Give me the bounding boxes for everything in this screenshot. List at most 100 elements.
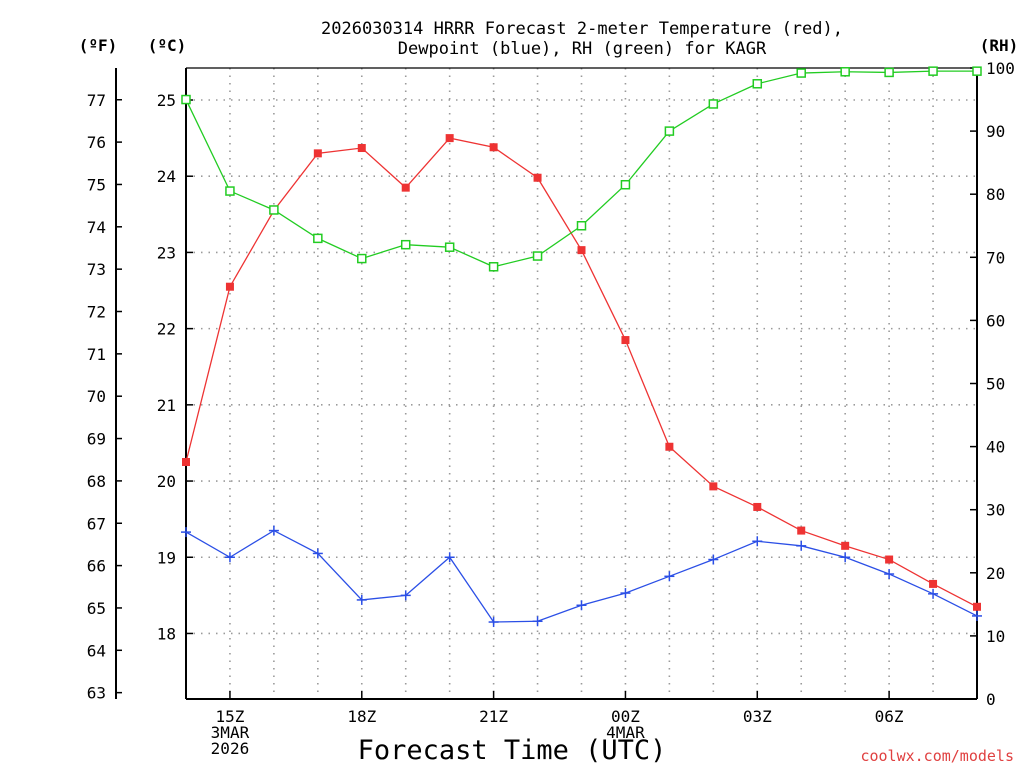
x-tick-label: 4MAR bbox=[606, 723, 645, 742]
celsius-tick-label: 22 bbox=[157, 320, 176, 339]
temperature-point bbox=[621, 336, 630, 345]
rh-point bbox=[884, 67, 894, 78]
rh-tick-label: 90 bbox=[986, 122, 1005, 141]
dewpoint-point bbox=[488, 617, 499, 628]
rh-point bbox=[400, 239, 411, 250]
rh-tick-label: 40 bbox=[986, 438, 1005, 457]
rh-point bbox=[752, 79, 763, 89]
rh-tick-label: 70 bbox=[986, 248, 1005, 267]
temperature-point bbox=[445, 134, 454, 143]
rh-point bbox=[796, 68, 806, 78]
temperature-point bbox=[313, 149, 322, 158]
temperature-point bbox=[973, 602, 981, 611]
rh-point bbox=[532, 251, 543, 261]
x-tick-label: 03Z bbox=[743, 707, 772, 726]
celsius-tick-label: 25 bbox=[157, 91, 176, 110]
rh-point bbox=[313, 233, 323, 244]
dewpoint-point bbox=[356, 594, 367, 605]
celsius-tick-label: 24 bbox=[157, 167, 176, 186]
dewpoint-point bbox=[224, 552, 235, 563]
rh-tick-label: 50 bbox=[986, 375, 1005, 394]
rh-point bbox=[664, 126, 675, 136]
x-tick-label: 18Z bbox=[347, 707, 376, 726]
fahrenheit-tick-label: 77 bbox=[87, 91, 106, 110]
rh-tick-label: 20 bbox=[986, 564, 1005, 583]
rh-point bbox=[181, 94, 191, 105]
celsius-tick-label: 18 bbox=[157, 624, 176, 643]
temperature-point bbox=[665, 442, 674, 451]
rh-point bbox=[488, 262, 499, 272]
dewpoint-point bbox=[532, 616, 543, 627]
rh-point bbox=[840, 67, 850, 77]
fahrenheit-tick-label: 66 bbox=[87, 557, 106, 576]
rh-tick-label: 80 bbox=[986, 185, 1005, 204]
celsius-tick-label: 23 bbox=[157, 243, 176, 262]
celsius-tick-label: 20 bbox=[157, 472, 176, 491]
rh-tick-label: 30 bbox=[986, 501, 1005, 520]
series-line-red bbox=[185, 137, 978, 608]
temperature-point bbox=[357, 144, 366, 153]
dewpoint-point bbox=[620, 588, 631, 599]
temperature-point bbox=[577, 246, 586, 255]
temperature-point bbox=[929, 579, 938, 588]
fahrenheit-tick-label: 67 bbox=[87, 514, 106, 533]
fahrenheit-tick-label: 65 bbox=[87, 599, 106, 618]
rh-point bbox=[444, 242, 455, 252]
celsius-tick-label: 19 bbox=[157, 548, 176, 567]
x-tick-label: 2026 bbox=[211, 739, 250, 758]
x-tick-label: 15Z bbox=[215, 707, 244, 726]
rh-tick-label: 10 bbox=[986, 627, 1005, 646]
fahrenheit-tick-label: 75 bbox=[87, 175, 106, 194]
dewpoint-point bbox=[400, 590, 411, 601]
dewpoint-point bbox=[268, 525, 279, 536]
dewpoint-point bbox=[840, 552, 851, 563]
fahrenheit-tick-label: 73 bbox=[87, 260, 106, 279]
dewpoint-point bbox=[972, 610, 982, 621]
temperature-point bbox=[489, 143, 498, 152]
chart-title-line1: 2026030314 HRRR Forecast 2-meter Tempera… bbox=[321, 19, 843, 39]
rh-point bbox=[357, 253, 367, 264]
data-series bbox=[181, 66, 982, 628]
dewpoint-point bbox=[796, 540, 807, 551]
dewpoint-point bbox=[576, 600, 587, 611]
x-tick-label: 06Z bbox=[875, 707, 904, 726]
rh-point bbox=[620, 179, 631, 190]
rh-tick-label: 60 bbox=[986, 311, 1005, 330]
dewpoint-point bbox=[884, 569, 895, 580]
chart-title-line2: Dewpoint (blue), RH (green) for KAGR bbox=[398, 39, 767, 59]
temperature-point bbox=[401, 183, 410, 192]
rh-point bbox=[576, 221, 587, 231]
x-axis-title: Forecast Time (UTC) bbox=[358, 735, 667, 766]
fahrenheit-tick-label: 63 bbox=[87, 684, 106, 703]
fahrenheit-tick-label: 68 bbox=[87, 472, 106, 491]
x-tick-label: 21Z bbox=[479, 707, 508, 726]
celsius-tick-label: 21 bbox=[157, 396, 176, 415]
dewpoint-point bbox=[928, 588, 939, 599]
dewpoint-point bbox=[708, 554, 719, 565]
axes: 63 64 65 66 67 68 69 70 71 72 73 74 75 76 77 18 19 20 21 22… bbox=[87, 59, 1015, 758]
fahrenheit-tick-label: 76 bbox=[87, 133, 106, 152]
celsius-axis-label: (ºC) bbox=[148, 36, 187, 55]
rh-axis-label: (RH) bbox=[980, 36, 1019, 55]
temperature-point bbox=[709, 482, 718, 491]
temperature-point bbox=[753, 502, 762, 511]
rh-tick-label: 100 bbox=[986, 59, 1015, 78]
fahrenheit-tick-label: 70 bbox=[87, 387, 106, 406]
rh-point bbox=[225, 186, 235, 196]
fahrenheit-tick-label: 71 bbox=[87, 345, 106, 364]
dewpoint-point bbox=[444, 552, 455, 563]
dewpoint-point bbox=[181, 527, 191, 538]
rh-point bbox=[928, 66, 938, 76]
temperature-point bbox=[797, 526, 806, 535]
fahrenheit-tick-label: 69 bbox=[87, 430, 106, 449]
dewpoint-point bbox=[312, 548, 323, 559]
fahrenheit-axis-label: (ºF) bbox=[79, 36, 118, 55]
rh-point bbox=[972, 66, 982, 76]
fahrenheit-tick-label: 64 bbox=[87, 641, 106, 660]
x-tick-label: 3MAR bbox=[211, 723, 250, 742]
dewpoint-point bbox=[664, 571, 675, 582]
temperature-point bbox=[225, 282, 234, 291]
fahrenheit-tick-label: 74 bbox=[87, 218, 106, 237]
rh-point bbox=[708, 99, 719, 109]
fahrenheit-tick-label: 72 bbox=[87, 303, 106, 322]
